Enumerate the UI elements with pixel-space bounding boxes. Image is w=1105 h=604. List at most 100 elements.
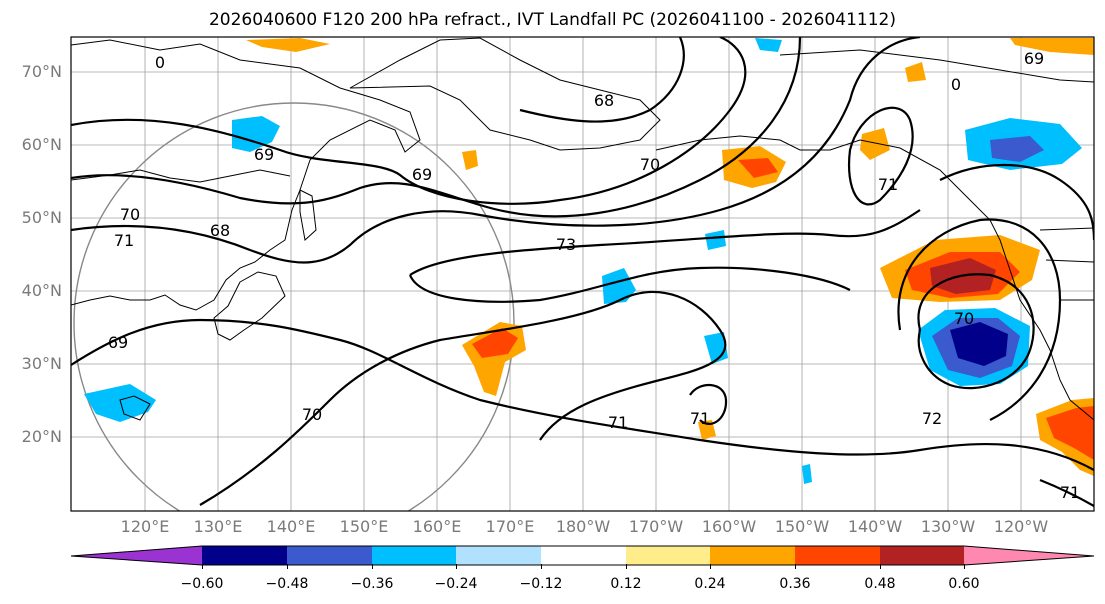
colorbar-segment bbox=[795, 546, 880, 565]
contour-line bbox=[408, 266, 851, 303]
contour-line bbox=[71, 37, 802, 218]
contour-label: 70 bbox=[120, 205, 140, 224]
coastline bbox=[655, 135, 1094, 421]
contour-label: 72 bbox=[922, 409, 942, 428]
colorbar-segment bbox=[710, 546, 795, 565]
lon-label: 130°E bbox=[193, 517, 243, 536]
map-title: 2026040600 F120 200 hPa refract., IVT La… bbox=[208, 10, 896, 30]
colorbar-tick bbox=[710, 564, 711, 569]
coastline bbox=[71, 169, 291, 183]
contour-line bbox=[939, 163, 1094, 241]
lon-label: 160°W bbox=[701, 517, 757, 536]
coastline bbox=[779, 49, 1094, 83]
coastline bbox=[213, 271, 286, 341]
contour-label: 71 bbox=[114, 231, 134, 250]
anomaly-patch bbox=[246, 38, 330, 52]
lon-label: 120°W bbox=[993, 517, 1049, 536]
contour-label: 73 bbox=[556, 235, 576, 254]
contour-line bbox=[847, 106, 914, 206]
colorbar-segment bbox=[372, 546, 456, 565]
anomaly-patch bbox=[905, 62, 926, 82]
contour-line bbox=[71, 318, 1094, 471]
colorbar-tick bbox=[202, 564, 203, 569]
colorbar-segment bbox=[202, 546, 287, 565]
colorbar bbox=[70, 545, 1095, 566]
colorbar-label: 0.24 bbox=[694, 576, 726, 592]
lon-label: 120°E bbox=[120, 517, 170, 536]
lat-label: 20°N bbox=[21, 427, 62, 446]
anomaly-patch bbox=[1010, 38, 1094, 55]
contour-label: 70 bbox=[302, 405, 322, 424]
colorbar-label: −0.24 bbox=[434, 576, 478, 592]
colorbar-tick bbox=[541, 564, 542, 569]
lon-label: 140°W bbox=[847, 517, 903, 536]
contour-label: 0 bbox=[951, 75, 961, 94]
colorbar-segment bbox=[287, 546, 372, 565]
colorbar-tick bbox=[372, 564, 373, 569]
contour-label: 69 bbox=[412, 165, 432, 184]
contour-label: 0 bbox=[155, 53, 165, 72]
colorbar-tick bbox=[795, 564, 796, 569]
contour-line bbox=[409, 209, 921, 276]
colorbar-label: −0.36 bbox=[350, 576, 394, 592]
contour-label: 69 bbox=[108, 333, 128, 352]
lat-label: 70°N bbox=[21, 62, 62, 81]
radius-circle bbox=[73, 102, 515, 511]
anomaly-patch bbox=[705, 230, 726, 250]
lat-label: 40°N bbox=[21, 281, 62, 300]
colorbar-tick bbox=[287, 564, 288, 569]
contour-line bbox=[199, 290, 727, 506]
colorbar-label: 0.48 bbox=[864, 576, 896, 592]
anomaly-patch bbox=[472, 328, 518, 358]
colorbar-label: −0.60 bbox=[180, 576, 224, 592]
anomaly-patch bbox=[755, 38, 782, 52]
colorbar-extend-left bbox=[71, 546, 202, 565]
colorbar-segment bbox=[880, 546, 964, 565]
contour-label: 71 bbox=[608, 413, 628, 432]
coastline bbox=[119, 395, 151, 421]
anomaly-patch bbox=[232, 116, 280, 152]
colorbar-segment bbox=[541, 546, 626, 565]
contour-label: 68 bbox=[594, 91, 614, 110]
contour-line bbox=[917, 273, 1035, 390]
contour-label: 71 bbox=[1060, 483, 1080, 502]
contour-label: 68 bbox=[210, 221, 230, 240]
anomaly-patch bbox=[698, 420, 716, 440]
colorbar-tick bbox=[456, 564, 457, 569]
coastline bbox=[349, 37, 661, 151]
colorbar-tick bbox=[626, 564, 627, 569]
lon-label: 180°W bbox=[555, 517, 611, 536]
contour-label: 71 bbox=[878, 175, 898, 194]
anomaly-patch bbox=[860, 128, 890, 160]
contour-label: 69 bbox=[254, 145, 274, 164]
contour-label: 70 bbox=[954, 309, 974, 328]
colorbar-label: 0.12 bbox=[610, 576, 642, 592]
contour-label: 71 bbox=[690, 409, 710, 428]
colorbar-extend-right bbox=[964, 546, 1094, 565]
lat-label: 30°N bbox=[21, 354, 62, 373]
lon-label: 170°E bbox=[485, 517, 535, 536]
lat-label: 60°N bbox=[21, 135, 62, 154]
anomaly-patch bbox=[738, 158, 778, 178]
colorbar-label: −0.48 bbox=[265, 576, 309, 592]
contour-line bbox=[897, 218, 1062, 421]
graticule bbox=[71, 37, 1094, 511]
contour-labels: 0 69 69 70 68 71 68 70 73 69 70 71 71 72… bbox=[108, 49, 1080, 502]
colorbar-segment bbox=[626, 546, 710, 565]
anomaly-patch bbox=[990, 136, 1044, 162]
lon-label: 140°E bbox=[266, 517, 316, 536]
lon-label: 160°E bbox=[412, 517, 462, 536]
coastlines bbox=[71, 37, 1094, 421]
colorbar-label: 0.36 bbox=[779, 576, 811, 592]
colorbar-label: 0.60 bbox=[948, 576, 980, 592]
contour-label: 70 bbox=[640, 155, 660, 174]
colorbar-tick bbox=[880, 564, 881, 569]
anomaly-patch bbox=[602, 268, 636, 304]
coastline bbox=[299, 189, 317, 241]
anomaly-patch bbox=[84, 384, 156, 422]
refractivity-contours bbox=[71, 37, 1094, 507]
contour-label: 69 bbox=[1024, 49, 1044, 68]
colorbar-label: −0.12 bbox=[519, 576, 563, 592]
contour-line bbox=[689, 384, 728, 425]
